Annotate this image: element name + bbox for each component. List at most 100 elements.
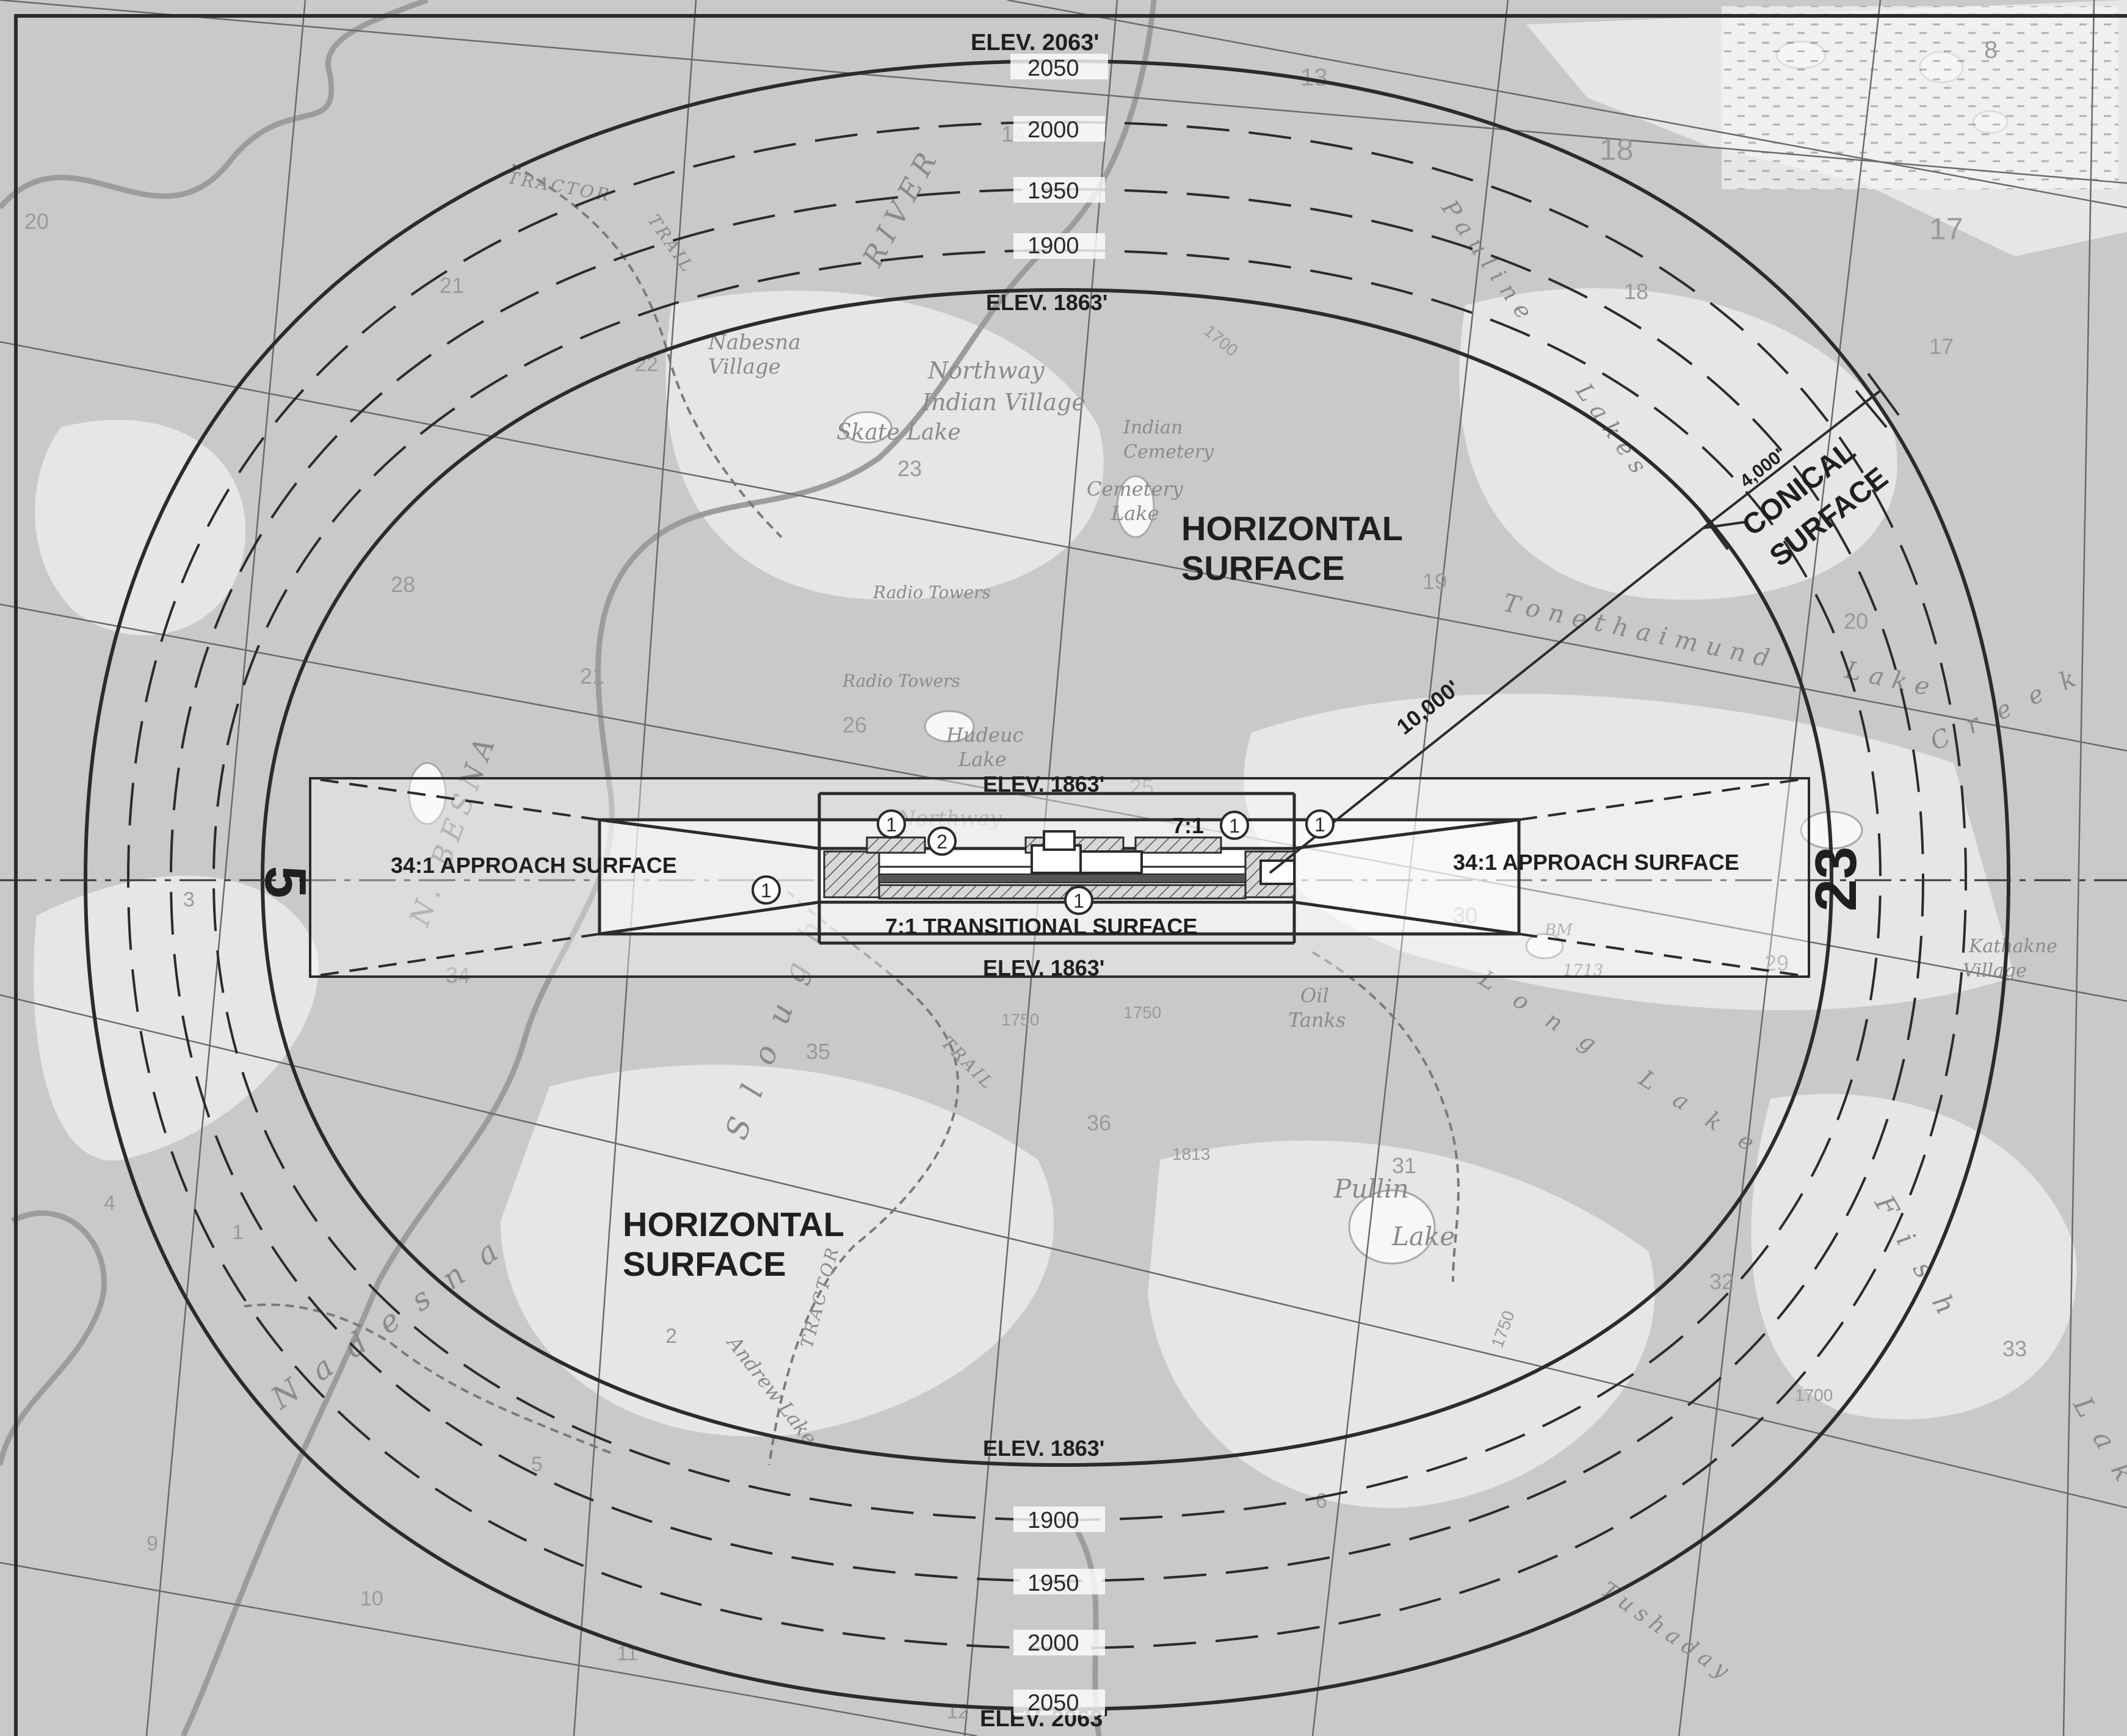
section-number: 17 (1929, 212, 1963, 246)
section-number: 8 (1984, 37, 1998, 63)
kathakne-village-label-2: Village (1963, 960, 2027, 982)
approach-surface-left-label: 34:1 APPROACH SURFACE (391, 853, 677, 878)
contour-label-bottom: 2000 (1027, 1630, 1079, 1656)
contour-label-top: 1900 (1027, 233, 1079, 259)
contour-label-top: 2000 (1027, 117, 1079, 143)
callout-marker-1: 1 (1220, 811, 1249, 840)
nabesna-village-label: Nabesna (708, 330, 801, 355)
svg-text:1: 1 (1229, 815, 1240, 837)
section-number: 21 (580, 664, 604, 689)
skate-lake-label: Skate Lake (836, 420, 961, 445)
contour-label-bottom: 2050 (1027, 1690, 1079, 1716)
horizontal-surface-label-1: HORIZONTAL (1181, 509, 1403, 548)
section-number: 1 (232, 1221, 244, 1244)
elev-horizontal-bottom: ELEV. 1863' (983, 1436, 1104, 1461)
section-number: 12 (946, 1700, 969, 1723)
transitional-slope-label: 7:1 (1172, 813, 1204, 838)
elev-primary-top: ELEV. 1863' (983, 772, 1104, 797)
topo-elevation: 1813 (1172, 1145, 1210, 1163)
map-frame (14, 14, 2127, 1736)
section-number: 32 (1709, 1269, 1734, 1294)
oil-tanks-label: Oil (1300, 984, 1329, 1007)
section-number: 2 (665, 1325, 677, 1348)
section-number: 31 (1392, 1153, 1416, 1178)
topo-elevation: 1700 (1795, 1386, 1833, 1405)
horizontal-surface-label-2: HORIZONTAL (623, 1205, 844, 1243)
callout-marker-1: 1 (1064, 886, 1093, 915)
northway-indian-village-label-2: Indian Village (921, 389, 1085, 416)
cemetery-lake-label: Cemetery (1087, 477, 1184, 501)
section-number: 35 (806, 1039, 830, 1064)
kathakne-village-label: Kathakne (1968, 936, 2057, 957)
section-number: 17 (1929, 334, 1954, 359)
runway-end-5-label: 5 (253, 866, 318, 898)
callout-marker-2: 2 (927, 826, 957, 856)
radius-line (1269, 527, 1705, 874)
section-number: 18 (1624, 279, 1648, 304)
svg-text:1: 1 (761, 880, 772, 902)
section-number: 9 (147, 1532, 158, 1555)
contour-labels: 2050 2000 1950 1900 1900 1950 2000 2050 (1010, 54, 1108, 1716)
cemetery-lake-label-2: Lake (1111, 502, 1159, 525)
indian-cemetery-label-2: Cemetery (1123, 441, 1214, 463)
contour-label-top: 2050 (1027, 56, 1079, 81)
section-number: 36 (1087, 1110, 1111, 1135)
section-number: 10 (360, 1587, 383, 1610)
bm-label: BM (1544, 921, 1573, 939)
callout-markers: 1 1 2 1 1 1 (752, 809, 1335, 915)
section-number: 19 (1422, 569, 1447, 594)
section-number: 34 (446, 963, 470, 988)
section-number: 26 (842, 712, 867, 737)
section-number: 20 (1844, 609, 1868, 634)
terrain-light-areas (34, 0, 2127, 1508)
section-number: 20 (24, 209, 49, 234)
section-number: 33 (2002, 1336, 2027, 1361)
contour-label-bottom: 1950 (1027, 1571, 1079, 1596)
approach-surface-right-label: 34:1 APPROACH SURFACE (1453, 850, 1739, 875)
svg-text:1: 1 (1314, 814, 1325, 836)
section-number: 23 (897, 456, 922, 481)
topo-elevation: 1750 (1001, 1010, 1039, 1029)
section-number: 21 (440, 273, 464, 298)
hudeuc-lake-label-2: Lake (958, 748, 1007, 771)
transitional-surface-label: 7:1 TRANSITIONAL SURFACE (885, 914, 1197, 939)
nabesna-village-label-2: Village (708, 355, 781, 379)
hudeuc-lake-label: Hudeuc (946, 723, 1024, 747)
contour-label-top: 1950 (1027, 178, 1079, 204)
surface-labels: HORIZONTAL SURFACE HORIZONTAL SURFACE CO… (391, 435, 1894, 1283)
callout-marker-1: 1 (752, 875, 781, 905)
elev-primary-bottom: ELEV. 1863' (983, 955, 1104, 980)
elev-outer-top: ELEV. 2063' (971, 30, 1099, 56)
section-number: 6 (1316, 1489, 1327, 1513)
northway-indian-village-label: Northway (927, 357, 1045, 384)
pullin-lake-label: Pullin (1333, 1174, 1409, 1204)
radio-towers-label-2: Radio Towers (842, 671, 960, 691)
section-number: 4 (104, 1192, 115, 1215)
dimension-lines (1269, 372, 1900, 874)
indian-cemetery-label: Indian (1123, 417, 1183, 438)
conical-width-line (1702, 389, 1882, 529)
oil-tanks-label-2: Tanks (1288, 1008, 1346, 1032)
elev-horizontal-top: ELEV. 1863' (986, 290, 1107, 315)
section-number: 3 (183, 888, 195, 911)
section-number: 28 (391, 572, 415, 597)
contour-label-bottom: 1900 (1027, 1508, 1079, 1533)
callout-marker-1: 1 (877, 809, 906, 839)
horizontal-surface-boundary (260, 288, 1834, 1467)
callout-marker-1: 1 (1305, 809, 1335, 839)
horizontal-surface-label-2b: SURFACE (623, 1245, 786, 1283)
horizontal-surface-label-1b: SURFACE (1181, 549, 1345, 587)
marsh-area-top-right (1722, 6, 2118, 189)
svg-text:2: 2 (937, 831, 948, 853)
runway (879, 873, 1246, 883)
svg-text:1: 1 (886, 814, 897, 836)
radio-towers-label-1: Radio Towers (872, 582, 991, 602)
primary-surface (817, 830, 1296, 904)
runway-end-23-label: 23 (1803, 847, 1869, 912)
trails (244, 164, 1460, 1466)
topo-elevation: 1750 (1123, 1003, 1161, 1022)
svg-text:1: 1 (1073, 890, 1084, 912)
elevation-labels: ELEV. 2063' ELEV. 2063' ELEV. 1863' ELEV… (971, 30, 1108, 1732)
section-number: 5 (531, 1453, 543, 1476)
